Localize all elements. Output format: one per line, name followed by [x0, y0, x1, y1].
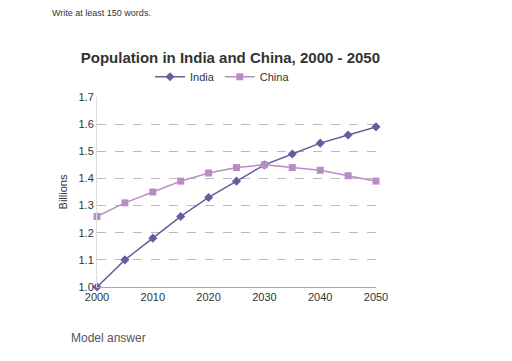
svg-text:Population in India and China,: Population in India and China, 2000 - 20… [81, 49, 380, 66]
svg-text:2010: 2010 [141, 291, 165, 303]
svg-text:Billions: Billions [57, 174, 69, 209]
svg-text:1.4: 1.4 [79, 172, 94, 184]
svg-text:1.1: 1.1 [79, 254, 94, 266]
svg-text:2030: 2030 [252, 291, 276, 303]
svg-text:China: China [260, 71, 290, 83]
svg-text:2000: 2000 [85, 291, 109, 303]
svg-text:2020: 2020 [196, 291, 220, 303]
svg-text:2040: 2040 [308, 291, 332, 303]
svg-text:1.6: 1.6 [79, 118, 94, 130]
svg-text:1.2: 1.2 [79, 227, 94, 239]
svg-text:1.5: 1.5 [79, 145, 94, 157]
svg-text:India: India [190, 71, 215, 83]
svg-text:2050: 2050 [364, 291, 388, 303]
svg-text:1.3: 1.3 [79, 199, 94, 211]
svg-text:1.7: 1.7 [79, 91, 94, 103]
svg-text:Write at least 150 words.: Write at least 150 words. [52, 8, 151, 18]
svg-text:Model answer: Model answer [71, 331, 146, 345]
svg-text:1.0: 1.0 [79, 281, 94, 293]
